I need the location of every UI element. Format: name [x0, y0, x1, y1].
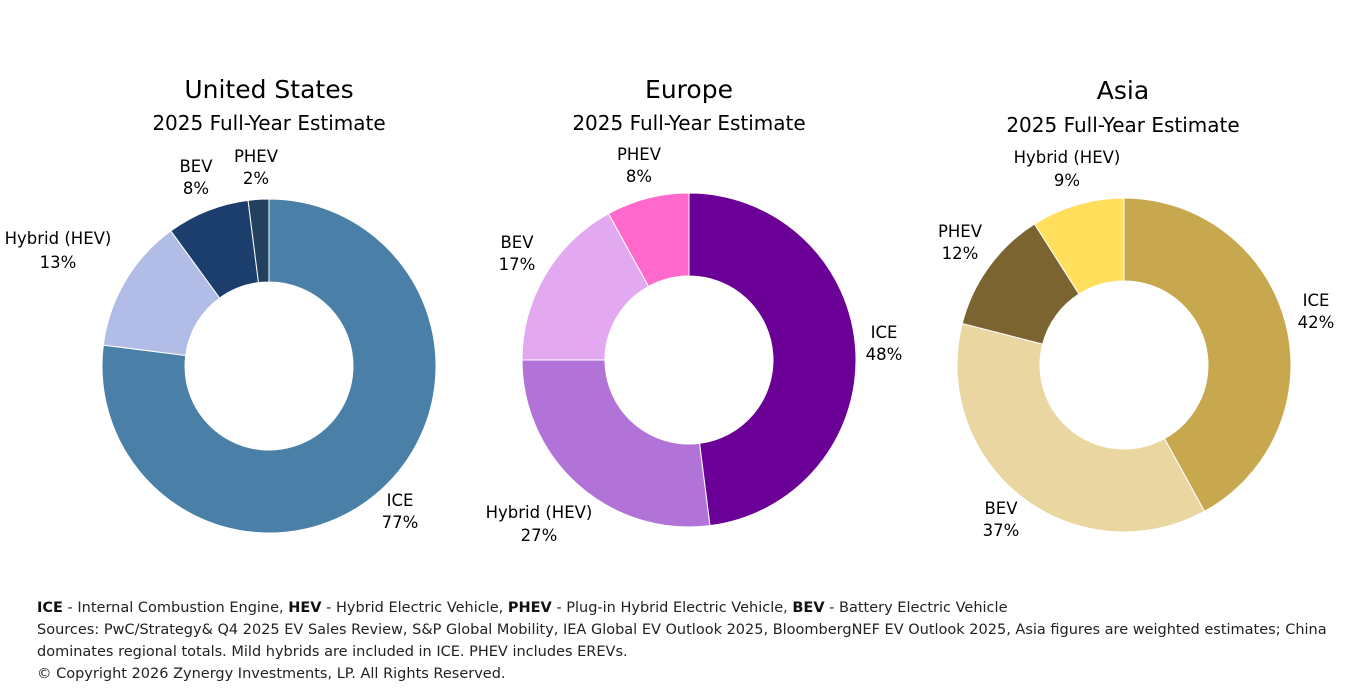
- slice-value-label: 13%: [40, 253, 77, 272]
- slice-hybrid-hev: [521, 359, 711, 528]
- chart-title: Europe: [645, 75, 733, 104]
- slice-value-label: 12%: [942, 244, 979, 263]
- legend-text: - Plug-in Hybrid Electric Vehicle,: [551, 600, 793, 616]
- slice-name-label: Hybrid (HEV): [486, 503, 593, 522]
- footer-notes: ICE - Internal Combustion Engine, HEV - …: [37, 597, 1327, 685]
- copyright-note: © Copyright 2026 Zynergy Investments, LP…: [37, 666, 506, 682]
- slice-ice: [1123, 197, 1292, 513]
- charts-area: United States 2025 Full-Year Estimate IC…: [5, 75, 1335, 545]
- chart-europe: Europe 2025 Full-Year Estimate ICE 48% Hyb…: [486, 75, 903, 545]
- slice-phev: [247, 198, 270, 284]
- sources-note: Sources: PwC/Strategy& Q4 2025 EV Sales …: [37, 622, 1327, 660]
- slice-value-label: 8%: [626, 167, 652, 186]
- chart-subtitle: 2025 Full-Year Estimate: [572, 111, 805, 135]
- slice-value-label: 17%: [499, 255, 536, 274]
- slice-name-label: BEV: [500, 233, 534, 252]
- slice-hybrid-hev: [1033, 197, 1125, 295]
- legend-abbr: BEV: [792, 600, 825, 616]
- slice-name-label: Hybrid (HEV): [1014, 148, 1121, 167]
- legend-abbr: ICE: [37, 600, 63, 616]
- slice-name-label: PHEV: [234, 147, 279, 166]
- legend-abbr: HEV: [288, 600, 322, 616]
- legend-text: - Battery Electric Vehicle: [824, 600, 1008, 616]
- slice-name-label: ICE: [1303, 291, 1330, 310]
- slice-value-label: 48%: [866, 345, 903, 364]
- slice-bev: [521, 212, 650, 361]
- slice-ice: [688, 192, 857, 527]
- chart-asia: Asia 2025 Full-Year Estimate ICE 42% BEV 37…: [938, 76, 1334, 540]
- slice-name-label: BEV: [179, 157, 213, 176]
- slice-name-label: PHEV: [938, 222, 983, 241]
- legend-text: - Hybrid Electric Vehicle,: [321, 600, 508, 616]
- chart-subtitle: 2025 Full-Year Estimate: [1006, 113, 1239, 137]
- slice-value-label: 27%: [521, 526, 558, 545]
- slice-bev: [956, 322, 1206, 533]
- slice-value-label: 42%: [1298, 313, 1335, 332]
- chart-title: Asia: [1097, 76, 1149, 105]
- slice-value-label: 8%: [183, 179, 209, 198]
- slice-name-label: ICE: [387, 491, 414, 510]
- abbreviation-legend: ICE - Internal Combustion Engine, HEV - …: [37, 597, 1327, 619]
- legend-text: - Internal Combustion Engine,: [62, 600, 289, 616]
- slice-value-label: 37%: [983, 521, 1020, 540]
- slice-name-label: PHEV: [617, 145, 662, 164]
- slice-phev: [607, 192, 690, 288]
- slice-ice: [101, 198, 437, 534]
- slice-value-label: 9%: [1054, 171, 1080, 190]
- slice-name-label: ICE: [871, 323, 898, 342]
- chart-subtitle: 2025 Full-Year Estimate: [152, 111, 385, 135]
- chart-united-states: United States 2025 Full-Year Estimate IC…: [5, 75, 437, 534]
- slice-value-label: 2%: [243, 169, 269, 188]
- legend-abbr: PHEV: [507, 600, 552, 616]
- slice-value-label: 77%: [382, 513, 419, 532]
- chart-title: United States: [184, 75, 353, 104]
- slice-name-label: Hybrid (HEV): [5, 229, 112, 248]
- slice-name-label: BEV: [984, 499, 1018, 518]
